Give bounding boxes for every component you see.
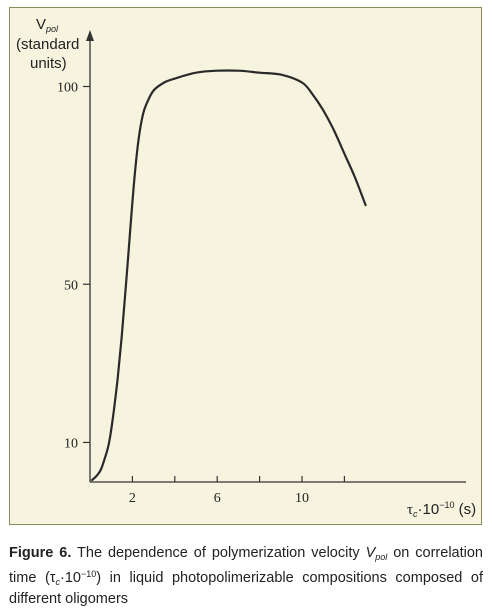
x-tick-label: 2	[129, 491, 136, 506]
y-axis-title-line3: units)	[30, 55, 67, 72]
y-axis-title: Vpol	[36, 16, 59, 34]
x-tick-label: 6	[214, 491, 221, 506]
y-ticks: 10 50 100	[57, 81, 90, 451]
caption-v-sub: pol	[375, 552, 388, 562]
x-axis-title-mid: ·10	[418, 501, 440, 518]
x-axis-title-sub: c	[413, 509, 418, 519]
caption-label: Figure 6.	[9, 545, 72, 561]
x-axis-title-sup: −10	[439, 500, 454, 510]
series-line	[91, 69, 367, 482]
x-axis-title-unit: (s)	[455, 501, 477, 518]
caption-text-1: The dependence of polymerization velocit…	[71, 545, 366, 561]
x-axis-title-main: τ	[407, 502, 413, 518]
axes	[86, 30, 466, 483]
y-axis-arrow-icon	[86, 30, 94, 41]
y-axis-title-main: V	[36, 16, 46, 33]
series-layer	[91, 69, 367, 482]
figure-caption: Figure 6. The dependence of polymerizati…	[9, 545, 483, 608]
caption-text-4: ) in liquid photopolimerizable compositi…	[9, 570, 483, 607]
x-axis-title: τc·10−10 (s)	[407, 500, 476, 519]
x-ticks: 2 6 10	[129, 476, 345, 506]
caption-text-2: on correlation time (	[9, 545, 483, 586]
y-tick-label: 10	[64, 436, 78, 451]
caption-tau: τ	[49, 570, 56, 586]
caption-text-3: ·10	[60, 570, 81, 586]
figure-panel: 2 6 10 10 50 100 Vpol (standard units) τc·10…	[9, 7, 482, 525]
caption-sup: −10	[81, 569, 97, 579]
caption-tau-sub: c	[55, 577, 61, 587]
y-tick-label: 100	[57, 81, 78, 96]
y-axis-title-line2: (standard	[16, 36, 79, 53]
y-axis-title-sub: pol	[45, 24, 59, 34]
y-tick-label: 50	[64, 278, 78, 293]
x-tick-label: 10	[295, 491, 309, 506]
chart: 2 6 10 10 50 100 Vpol (standard units) τc·10…	[16, 16, 476, 519]
caption-v: V	[365, 545, 376, 561]
